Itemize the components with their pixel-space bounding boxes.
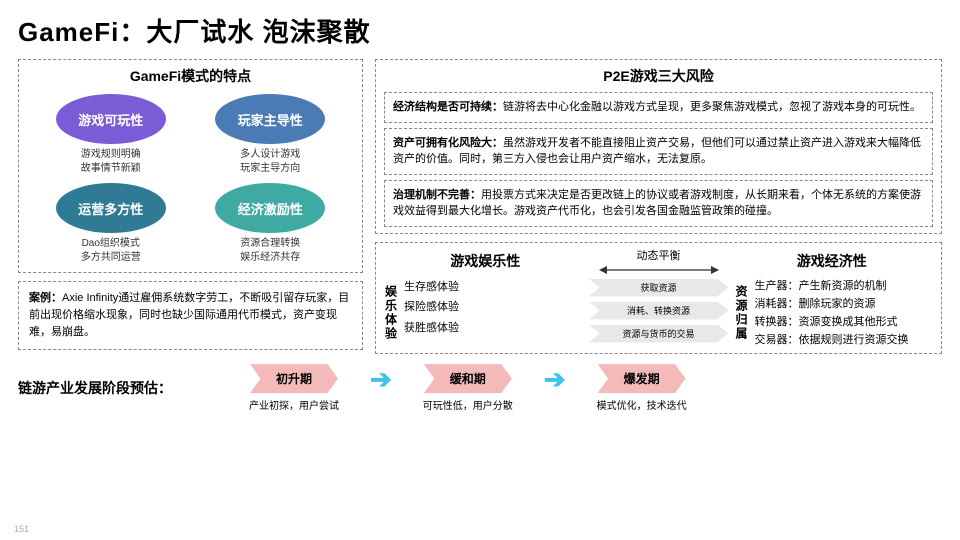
list-item: 获胜感体验: [404, 318, 585, 339]
oval-label: 玩家主导性: [215, 94, 325, 144]
balance-body: 娱乐体验 生存感体验探险感体验获胜感体验 获取资源消耗、转换资源资源与货币的交易…: [382, 277, 935, 350]
risk-label: 经济结构是否可持续：: [393, 101, 503, 113]
list-item: 交易器：依据规则进行资源交换: [755, 331, 936, 349]
phase-sub: 产业初探，用户尝试: [224, 397, 364, 412]
balance-header: 游戏娱乐性 动态平衡 游戏经济性: [382, 247, 935, 275]
balance-right-list: 生产器：产生新资源的机制消耗器：删除玩家的资源转换器：资源变换成其他形式交易器：…: [755, 277, 936, 350]
phase-group: 爆发期模式优化，技术迭代: [572, 364, 712, 412]
oval-item: 游戏可玩性游戏规则明确故事情节新颖: [45, 94, 177, 175]
list-item: 探险感体验: [404, 297, 585, 318]
oval-item: 玩家主导性多人设计游戏玩家主导方向: [205, 94, 337, 175]
risks-heading: P2E游戏三大风险: [384, 66, 933, 86]
balance-left-list: 生存感体验探险感体验获胜感体验: [404, 277, 585, 350]
oval-sub: 游戏规则明确故事情节新颖: [45, 148, 177, 175]
oval-item: 运营多方性 Dao组织模式多方共同运营: [45, 183, 177, 264]
features-heading: GameFi模式的特点: [27, 66, 354, 86]
oval-sub: 多人设计游戏玩家主导方向: [205, 148, 337, 175]
balance-left-vlabel: 娱乐体验: [382, 277, 400, 350]
oval-sub: 资源合理转换娱乐经济共存: [205, 237, 337, 264]
arrow-icon: ➔: [544, 364, 566, 395]
risk-item: 经济结构是否可持续：链游将去中心化金融以游戏方式呈现，更多聚焦游戏模式，忽视了游…: [384, 92, 933, 123]
balance-left-title: 游戏娱乐性: [382, 251, 589, 271]
risk-text: 链游将去中心化金融以游戏方式呈现，更多聚焦游戏模式，忽视了游戏本身的可玩性。: [503, 101, 921, 113]
risk-label: 治理机制不完善：: [393, 189, 481, 201]
left-column: GameFi模式的特点 游戏可玩性游戏规则明确故事情节新颖玩家主导性多人设计游戏…: [18, 59, 363, 354]
risk-item: 治理机制不完善：用投票方式来决定是否更改链上的协议或者游戏制度，从长期来看，个体…: [384, 180, 933, 227]
balance-mid: 动态平衡: [589, 247, 729, 275]
double-arrow-icon: [589, 265, 729, 275]
mid-arrow-item: 资源与货币的交易: [589, 325, 729, 343]
oval-label: 运营多方性: [56, 183, 166, 233]
phase-label: 爆发期: [598, 364, 686, 393]
features-box: GameFi模式的特点 游戏可玩性游戏规则明确故事情节新颖玩家主导性多人设计游戏…: [18, 59, 363, 273]
list-item: 消耗器：删除玩家的资源: [755, 295, 936, 313]
oval-label: 游戏可玩性: [56, 94, 166, 144]
mid-arrow-item: 获取资源: [589, 279, 729, 297]
balance-box: 游戏娱乐性 动态平衡 游戏经济性 娱乐体验 生存感体验探险感体验获胜感体验 获取…: [375, 242, 942, 355]
phase-label: 缓和期: [424, 364, 512, 393]
phases-row: 初升期产业初探，用户尝试➔缓和期可玩性低，用户分散➔爆发期模式优化，技术迭代: [224, 364, 712, 412]
oval-item: 经济激励性资源合理转换娱乐经济共存: [205, 183, 337, 264]
case-text: Axie Infinity通过雇佣系统数字劳工，不断吸引留存玩家，目前出现价格缩…: [29, 292, 349, 338]
phase-label: 初升期: [250, 364, 338, 393]
balance-right-title: 游戏经济性: [729, 251, 936, 271]
list-item: 生存感体验: [404, 277, 585, 298]
phase-sub: 模式优化，技术迭代: [572, 397, 712, 412]
page-title: GameFi：大厂试水 泡沫聚散: [18, 12, 942, 49]
mid-arrow-item: 消耗、转换资源: [589, 302, 729, 320]
list-item: 生产器：产生新资源的机制: [755, 277, 936, 295]
bottom-title: 链游产业发展阶段预估：: [18, 378, 218, 398]
oval-sub: Dao组织模式多方共同运营: [45, 237, 177, 264]
risk-label: 资产可拥有化风险大：: [393, 137, 503, 149]
risks-box: P2E游戏三大风险 经济结构是否可持续：链游将去中心化金融以游戏方式呈现，更多聚…: [375, 59, 942, 234]
case-box: 案例：Axie Infinity通过雇佣系统数字劳工，不断吸引留存玩家，目前出现…: [18, 281, 363, 350]
arrow-icon: ➔: [370, 364, 392, 395]
balance-mid-label: 动态平衡: [589, 247, 729, 263]
list-item: 转换器：资源变换成其他形式: [755, 313, 936, 331]
phase-sub: 可玩性低，用户分散: [398, 397, 538, 412]
page-number: 151: [14, 524, 29, 534]
risk-item: 资产可拥有化风险大：虽然游戏开发者不能直接阻止资产交易，但他们可以通过禁止资产进…: [384, 128, 933, 175]
risks-list: 经济结构是否可持续：链游将去中心化金融以游戏方式呈现，更多聚焦游戏模式，忽视了游…: [384, 92, 933, 227]
balance-right-vlabel: 资源归属: [733, 277, 751, 350]
phase-group: 缓和期可玩性低，用户分散: [398, 364, 538, 412]
balance-mid-list: 获取资源消耗、转换资源资源与货币的交易: [589, 277, 729, 350]
right-column: P2E游戏三大风险 经济结构是否可持续：链游将去中心化金融以游戏方式呈现，更多聚…: [375, 59, 942, 354]
oval-label: 经济激励性: [215, 183, 325, 233]
main-content: GameFi模式的特点 游戏可玩性游戏规则明确故事情节新颖玩家主导性多人设计游戏…: [18, 59, 942, 354]
case-label: 案例：: [29, 292, 62, 304]
oval-grid: 游戏可玩性游戏规则明确故事情节新颖玩家主导性多人设计游戏玩家主导方向运营多方性D…: [27, 92, 354, 266]
phase-group: 初升期产业初探，用户尝试: [224, 364, 364, 412]
bottom-row: 链游产业发展阶段预估： 初升期产业初探，用户尝试➔缓和期可玩性低，用户分散➔爆发…: [18, 364, 942, 412]
